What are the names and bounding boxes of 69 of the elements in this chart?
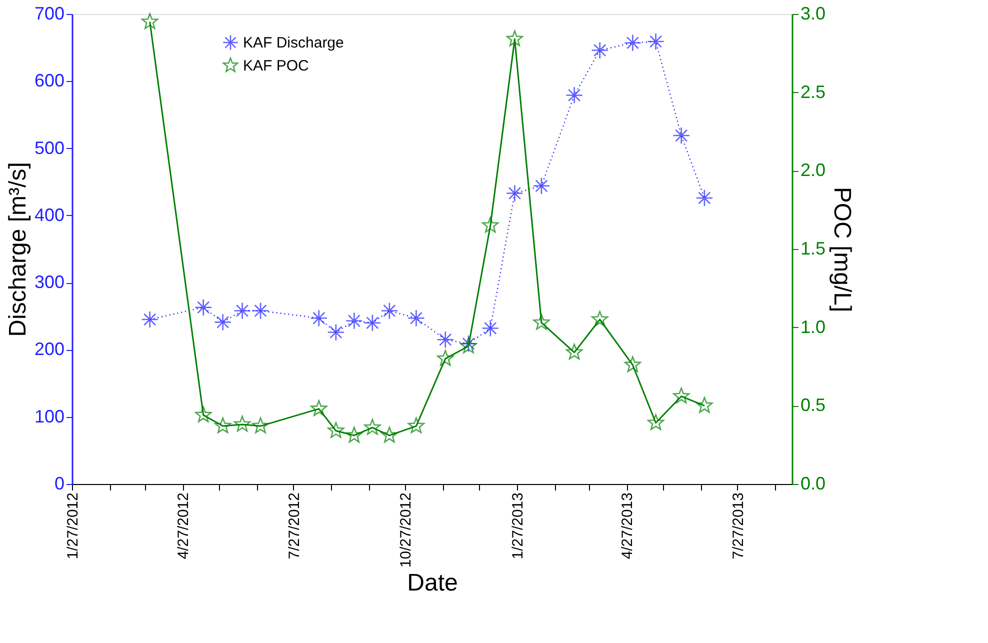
y2-tick-label: 2.0 bbox=[800, 160, 826, 180]
x-axis-title: Date bbox=[407, 570, 458, 597]
y-tick-label: 500 bbox=[34, 138, 64, 158]
point bbox=[364, 418, 381, 435]
point bbox=[624, 356, 641, 372]
x-tick-label: 4/27/2013 bbox=[619, 492, 636, 560]
point bbox=[506, 30, 524, 46]
point bbox=[624, 34, 642, 52]
x-tick-label: 7/27/2013 bbox=[730, 492, 747, 560]
x-tick-label: 7/27/2012 bbox=[286, 492, 303, 560]
point bbox=[380, 302, 398, 320]
point bbox=[310, 400, 328, 416]
point bbox=[310, 309, 328, 327]
point bbox=[364, 314, 382, 332]
point bbox=[408, 417, 425, 434]
y2-tick-label: 3.0 bbox=[800, 4, 826, 24]
x-tick-label: 4/27/2012 bbox=[175, 492, 192, 560]
y-tick-label: 700 bbox=[34, 4, 64, 24]
point bbox=[328, 422, 344, 438]
y-tick-label: 400 bbox=[34, 204, 64, 225]
point bbox=[194, 298, 212, 316]
point bbox=[647, 414, 664, 430]
point bbox=[673, 388, 690, 404]
y-tick-label: 300 bbox=[34, 272, 64, 292]
y2-axis-title: POC [mg/L] bbox=[828, 186, 856, 312]
point bbox=[533, 314, 550, 330]
legend-label: KAF POC bbox=[243, 58, 310, 74]
point bbox=[566, 86, 584, 104]
y-tick-label: 100 bbox=[34, 406, 64, 426]
point bbox=[346, 426, 362, 443]
point bbox=[591, 42, 609, 59]
y-tick-label: 0 bbox=[54, 474, 64, 494]
y2-tick-label: 0.5 bbox=[800, 395, 826, 416]
point bbox=[252, 417, 269, 434]
x-tick-label: 1/27/2013 bbox=[510, 492, 527, 560]
point bbox=[482, 216, 499, 233]
point bbox=[532, 177, 550, 195]
point bbox=[195, 406, 212, 422]
x-tick-label: 1/27/2012 bbox=[64, 492, 82, 560]
point bbox=[437, 350, 454, 366]
y2-tick-label: 1.5 bbox=[800, 238, 826, 258]
y2-tick-label: 0.0 bbox=[800, 474, 826, 494]
point bbox=[252, 302, 270, 320]
point bbox=[214, 313, 232, 331]
point bbox=[234, 416, 251, 432]
y-axis-title: Discharge [m³/s] bbox=[4, 162, 32, 337]
point bbox=[436, 330, 454, 348]
legend-label: KAF Discharge bbox=[243, 34, 344, 52]
point bbox=[592, 310, 608, 327]
point bbox=[407, 309, 425, 327]
point bbox=[672, 126, 690, 144]
point bbox=[696, 189, 714, 207]
x-tick-label: 10/27/2012 bbox=[398, 492, 415, 568]
point bbox=[142, 13, 158, 30]
point bbox=[327, 324, 345, 341]
y2-tick-label: 2.5 bbox=[800, 82, 826, 102]
y-tick-label: 200 bbox=[34, 339, 64, 360]
point bbox=[647, 32, 664, 50]
y-tick-label: 600 bbox=[34, 70, 64, 91]
point bbox=[214, 417, 232, 434]
point bbox=[381, 426, 398, 443]
point bbox=[482, 320, 500, 337]
point bbox=[234, 302, 251, 320]
point bbox=[696, 396, 713, 413]
point bbox=[566, 344, 583, 360]
y2-tick-label: 1.0 bbox=[800, 316, 826, 337]
point bbox=[345, 312, 363, 330]
point bbox=[506, 184, 524, 202]
point bbox=[141, 310, 159, 328]
